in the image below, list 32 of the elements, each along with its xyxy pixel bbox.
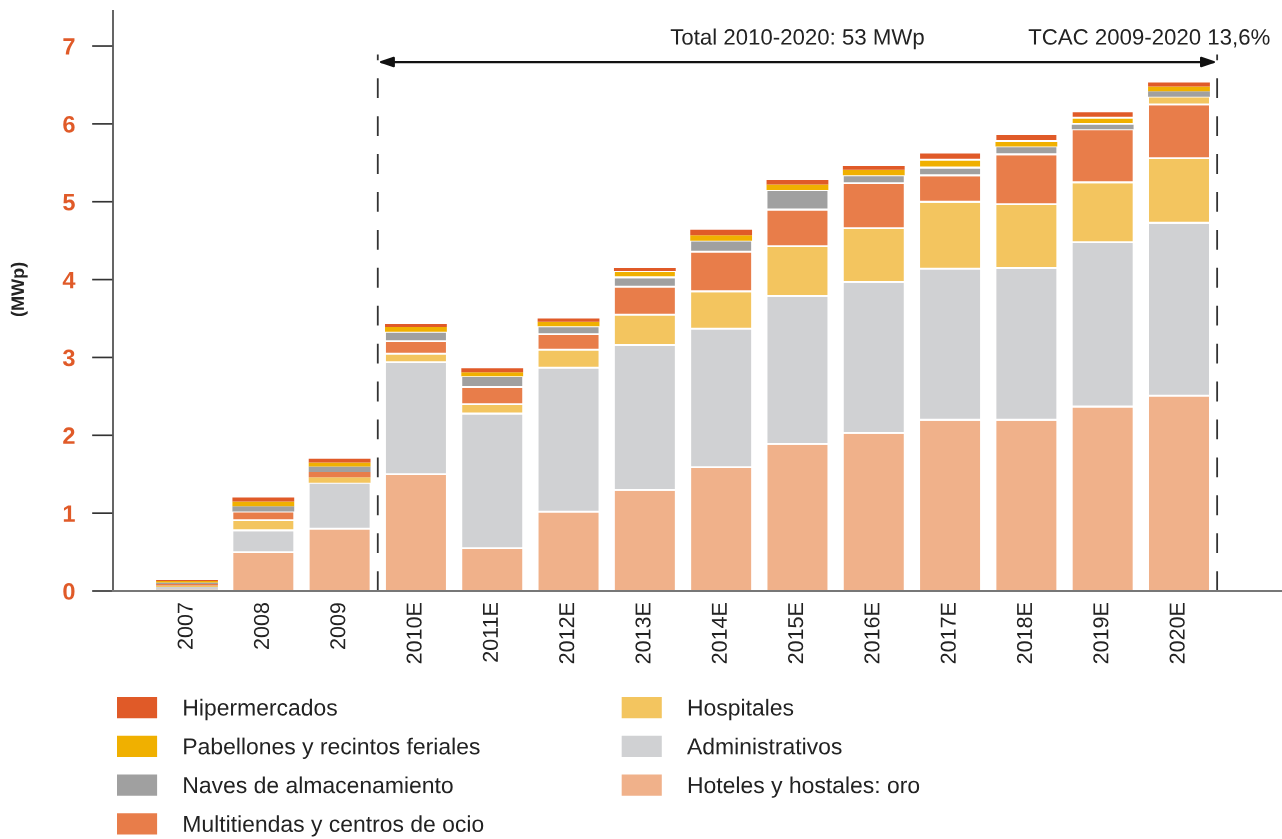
x-tick-label: 2007 [177, 603, 193, 649]
y-axis-title: (MWp) [10, 262, 28, 317]
y-tick-label: 2 [63, 427, 75, 444]
y-tick-label: 7 [63, 38, 75, 55]
legend-label: Hoteles y hostales: oro [688, 776, 920, 798]
x-tick-label: 2008 [253, 603, 270, 649]
y-tick-label: 4 [62, 271, 76, 289]
legend-label: Naves de almacenamiento [184, 776, 453, 794]
x-tick-label: 2015E [787, 603, 804, 664]
x-tick-label: 2019E [1093, 603, 1109, 664]
y-tick-label: 5 [63, 194, 75, 211]
x-tick-label: 2012E [559, 603, 575, 664]
x-tick-label: 2018E [1016, 603, 1033, 664]
legend-label: Administrativos [687, 737, 842, 755]
annotation: Total 2010-2020: 53 MWp [670, 28, 924, 50]
legend-label: Pabellones y recintos feriales [184, 737, 480, 759]
x-tick-label: 2010E [406, 603, 422, 664]
y-tick-label: 6 [63, 115, 75, 133]
x-tick-label: 2013E [635, 603, 651, 664]
legend-label: Multitiendas y centros de ocio [184, 815, 484, 837]
x-tick-label: 2014E [711, 603, 727, 664]
y-tick-label: 0 [63, 583, 75, 600]
x-tick-label: 2017E [940, 603, 956, 664]
legend-label: Hipermercados [184, 698, 337, 721]
x-tick-label: 2016E [864, 603, 880, 664]
legend-label: Hospitales [688, 698, 794, 721]
x-tick-label: 2009 [330, 603, 346, 649]
x-tick-label: 2011E [482, 603, 499, 662]
x-tick-label: 2020E [1169, 603, 1185, 664]
y-tick-label: 3 [62, 349, 75, 367]
y-tick-label: 1 [63, 505, 75, 522]
annotation: TCAC 2009-2020 13,6% [1028, 29, 1270, 48]
